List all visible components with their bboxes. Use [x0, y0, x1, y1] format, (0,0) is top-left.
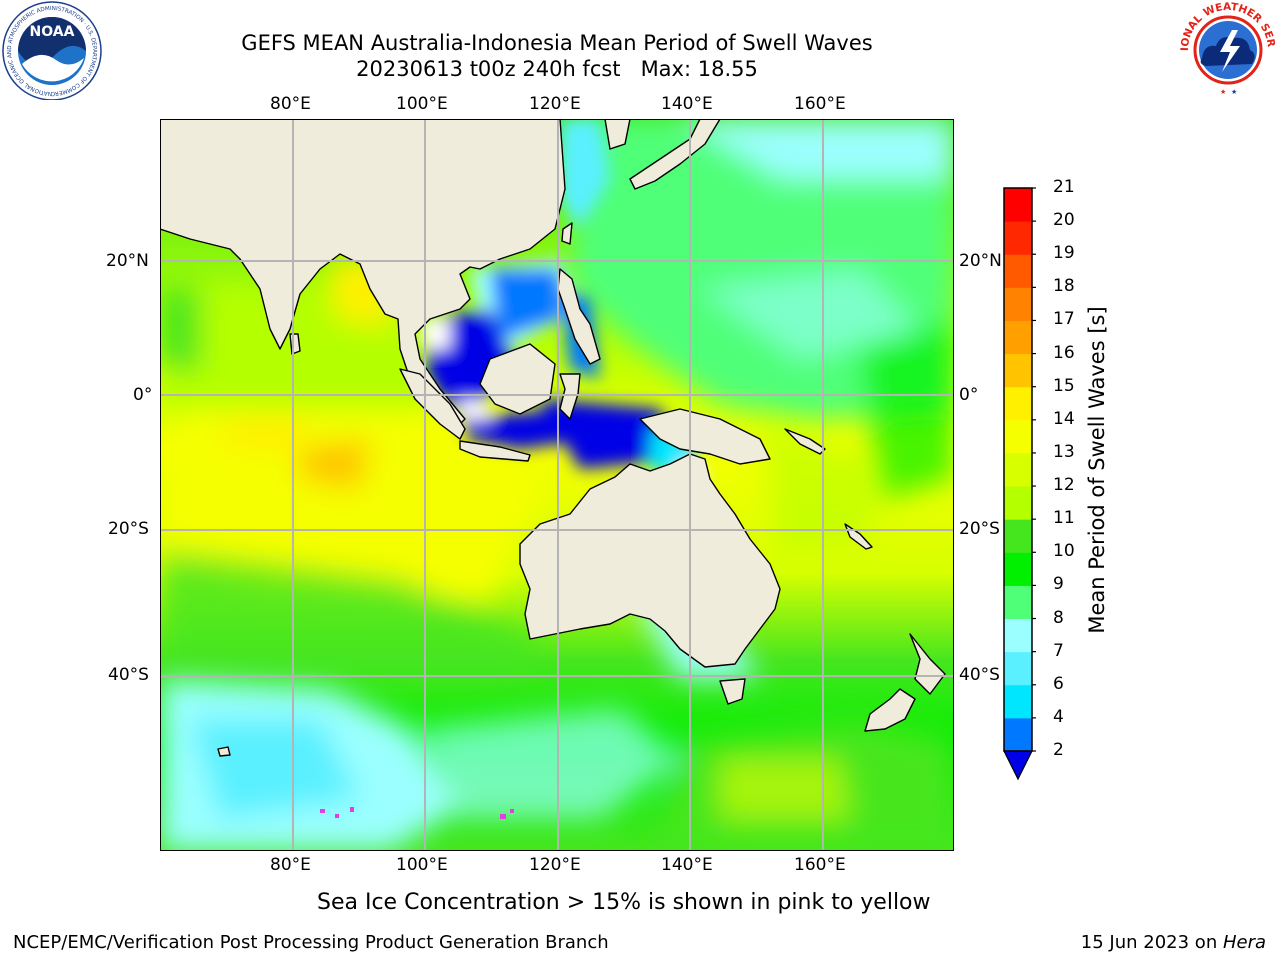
footer-date-text: 15 Jun 2023 on [1080, 932, 1223, 953]
map-subtitle: 20230613 t00z 240h fcst Max: 18.55 [356, 57, 758, 81]
colorbar-segment [1004, 486, 1032, 520]
colorbar-segment [1004, 353, 1032, 388]
indian-ocean-swell-field [160, 259, 540, 679]
lon-tick-top-120e: 120°E [529, 94, 581, 114]
colorbar-extend-arrow [1003, 750, 1033, 781]
colorbar-segment [1004, 452, 1032, 487]
footer-organization: NCEP/EMC/Verification Post Processing Pr… [13, 932, 609, 953]
lat-tick-left-20s: 20°S [108, 519, 149, 539]
new-zealand-north [909, 633, 946, 695]
colorbar-tick-label: 16 [1053, 342, 1075, 363]
footer-host: Hera [1222, 932, 1266, 953]
lat-tick-right-0: 0° [959, 385, 979, 405]
colorbar-segment [1004, 684, 1032, 719]
colorbar-segment [1004, 188, 1032, 222]
colorbar-segment [1004, 552, 1032, 586]
lon-tick-bottom-80e: 80°E [270, 855, 311, 875]
noaa-logo: NATIONAL OCEANIC AND ATMOSPHERIC ADMINIS… [0, 0, 102, 100]
colorbar-segment [1004, 221, 1032, 255]
colorbar-tick-label: 12 [1053, 475, 1075, 496]
colorbar-tick-label: 2 [1053, 740, 1064, 760]
colorbar-tick-label: 11 [1053, 508, 1075, 529]
colorbar-tick-label: 19 [1053, 243, 1075, 264]
colorbar-segment [1004, 419, 1032, 454]
taiwan [561, 222, 573, 245]
colorbar-tick-label: 10 [1053, 541, 1075, 562]
lat-tick-left-0: 0° [133, 385, 153, 405]
lon-tick-bottom-160e: 160°E [794, 855, 846, 875]
lon-tick-bottom-120e: 120°E [529, 855, 581, 875]
kerguelen [217, 746, 231, 757]
java [459, 440, 531, 462]
svg-text:★: ★ [1231, 88, 1237, 96]
southern-ocean-swell-field [160, 419, 954, 851]
lon-tick-top-160e: 160°E [794, 94, 846, 114]
colorbar-tick-label: 14 [1053, 408, 1075, 429]
colorbar-segment [1004, 585, 1032, 620]
colorbar-tick-label: 21 [1053, 177, 1075, 197]
new-zealand-south [864, 688, 916, 732]
nws-logo: NATIONAL WEATHER SERVICE ★ ★ [1176, 0, 1277, 98]
tasmania [719, 678, 746, 705]
australia [519, 453, 781, 668]
colorbar-tick-label: 7 [1053, 640, 1064, 661]
colorbar-segment [1004, 386, 1032, 421]
lat-tick-right-20s: 20°S [959, 519, 1000, 539]
pacific-swell-field [570, 119, 954, 499]
lon-tick-top-80e: 80°E [270, 94, 311, 114]
colorbar-tick-label: 6 [1053, 673, 1064, 694]
lon-tick-top-140e: 140°E [661, 94, 713, 114]
lon-tick-bottom-100e: 100°E [396, 855, 448, 875]
land-masses [160, 119, 946, 757]
svg-text:★: ★ [1220, 88, 1226, 96]
map-title: GEFS MEAN Australia-Indonesia Mean Perio… [241, 31, 873, 55]
lat-tick-left-20n: 20°N [106, 251, 149, 271]
colorbar-tick-label: 18 [1053, 276, 1075, 297]
colorbar-tick-label: 20 [1053, 210, 1075, 231]
sea-ice-specks [320, 807, 514, 819]
colorbar-tick-label: 13 [1053, 441, 1075, 462]
colorbar-tick-label: 9 [1053, 574, 1064, 595]
colorbar-segment [1004, 519, 1032, 553]
colorbar-tick-label: 8 [1053, 607, 1064, 628]
lat-tick-right-40s: 40°S [959, 665, 1000, 685]
sulawesi [559, 373, 581, 420]
colorbar-segment [1004, 287, 1032, 321]
colorbar-tick-label: 4 [1053, 706, 1064, 727]
lat-tick-left-40s: 40°S [108, 665, 149, 685]
colorbar-segment [1004, 254, 1032, 288]
colorbar-segment [1004, 651, 1032, 686]
colorbar-tick-label: 15 [1053, 375, 1075, 396]
colorbar-segment [1004, 618, 1032, 653]
sea-ice-note: Sea Ice Concentration > 15% is shown in … [317, 890, 931, 915]
colorbar-frame [1003, 187, 1033, 752]
lon-tick-bottom-140e: 140°E [661, 855, 713, 875]
map-gridlines [160, 119, 954, 851]
sri-lanka [289, 333, 301, 355]
colorbar-segment [1004, 717, 1032, 752]
korea [604, 119, 631, 150]
swell-period-map [160, 119, 954, 851]
noaa-logo-text: NOAA [30, 24, 75, 40]
lat-tick-right-20n: 20°N [959, 251, 1002, 271]
borneo [479, 343, 556, 415]
philippines [557, 268, 601, 365]
colorbar-segment [1004, 320, 1032, 355]
colorbar-tick-label: 17 [1053, 309, 1075, 330]
new-guinea [639, 408, 771, 465]
colorbar [1003, 187, 1036, 781]
lon-tick-top-100e: 100°E [396, 94, 448, 114]
japan [629, 119, 721, 190]
footer-date: 15 Jun 2023 on Hera [1081, 932, 1266, 953]
colorbar-label: Mean Period of Swell Waves [s] [1085, 306, 1109, 634]
